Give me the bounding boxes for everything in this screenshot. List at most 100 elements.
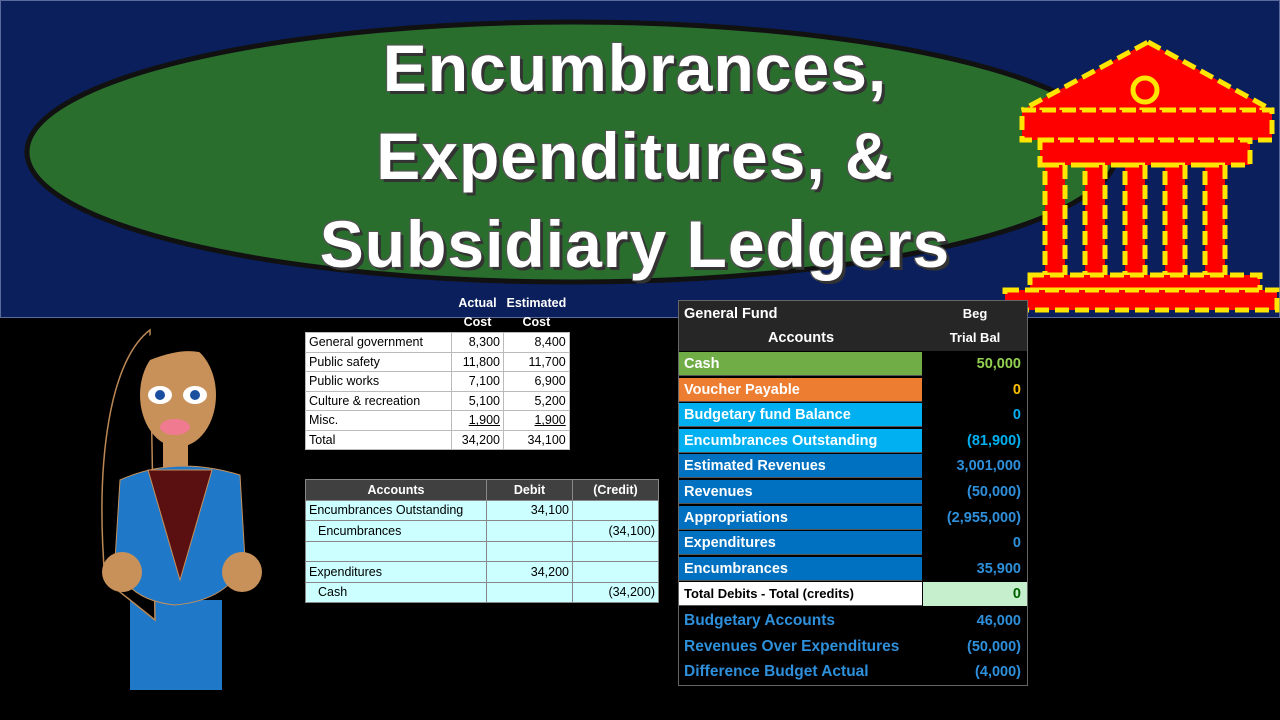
balance-header: Beg	[962, 306, 988, 321]
value-cell: 11,800	[451, 351, 504, 372]
column-header: (Credit)	[572, 479, 659, 501]
account-name: Cash	[679, 352, 922, 376]
value-cell: 7,100	[451, 371, 504, 392]
summary-row: Revenues Over Expenditures (50,000)	[679, 635, 1027, 659]
cost-table: Actual Cost Estimated Cost General governm…	[305, 294, 570, 450]
cell	[305, 540, 487, 562]
presenter-figure	[101, 321, 262, 690]
cell	[486, 540, 573, 562]
account-balance: (81,900)	[966, 432, 1021, 449]
summary-balance: 46,000	[976, 613, 1021, 629]
summary-balance: (4,000)	[975, 664, 1021, 680]
cell: Encumbrances	[305, 520, 487, 542]
ledger-title: General Fund	[684, 306, 778, 322]
label-cell: Misc.	[305, 410, 452, 431]
value-cell: 8,400	[503, 332, 570, 353]
value-cell: 6,900	[503, 371, 570, 392]
cell: Expenditures	[305, 561, 487, 583]
account-name: Expenditures	[679, 531, 922, 556]
account-name: Revenues	[679, 480, 922, 504]
title-line: Encumbrances,	[382, 31, 888, 105]
label-cell: Total	[305, 429, 452, 450]
table-row: Public works 7,100 6,900	[305, 371, 570, 392]
cell: Encumbrances Outstanding	[305, 499, 487, 521]
table-row: Misc. 1,900 1,900	[305, 410, 570, 431]
cell	[572, 499, 659, 521]
cell	[486, 520, 573, 542]
label-cell: Public works	[305, 371, 452, 392]
table-row: Encumbrances (34,100)	[305, 520, 659, 542]
value-cell: 1,900	[503, 410, 570, 431]
cell	[306, 294, 452, 333]
cell: 34,100	[486, 499, 573, 521]
cell	[572, 540, 659, 562]
ledger-row: Voucher Payable 0	[679, 377, 1027, 402]
account-name: Estimated Revenues	[679, 454, 922, 479]
value-cell: 11,700	[503, 351, 570, 372]
table-row: Cash (34,200)	[305, 581, 659, 603]
ledger-row: Encumbrances 35,900	[679, 556, 1027, 581]
table-row: General government 8,300 8,400	[305, 332, 570, 353]
balance-header: Trial Bal	[949, 330, 1001, 345]
header-row: Actual Cost Estimated Cost	[306, 294, 570, 333]
label-cell: Culture & recreation	[305, 390, 452, 411]
table-row: Encumbrances Outstanding 34,100	[305, 499, 659, 521]
value-cell: 5,200	[503, 390, 570, 411]
column-header: Actual Cost	[458, 296, 497, 329]
title-line: Subsidiary Ledgers	[319, 207, 951, 281]
table-row: Total 34,200 34,100	[305, 429, 570, 450]
ledger-row: Encumbrances Outstanding (81,900)	[679, 428, 1027, 453]
account-name: Encumbrances	[679, 556, 922, 581]
title-line: Expenditures, &	[376, 119, 894, 193]
label-cell: Public safety	[305, 351, 452, 372]
journal-table: Accounts Debit (Credit) Encumbrances Outsta…	[305, 479, 659, 603]
summary-balance: (50,000)	[966, 638, 1021, 655]
cell	[486, 581, 573, 603]
summary-row: Budgetary Accounts 46,000	[679, 609, 1027, 633]
table-row: Culture & recreation 5,100 5,200	[305, 390, 570, 411]
ledger-row: Appropriations (2,955,000)	[679, 505, 1027, 530]
total-balance: 0	[923, 582, 1027, 607]
header-row: Accounts Debit (Credit)	[305, 479, 659, 501]
summary-name: Difference Budget Actual	[684, 663, 869, 680]
column-header: Accounts	[305, 479, 487, 501]
accounts-header: Accounts	[767, 330, 835, 346]
account-balance: 0	[1012, 535, 1021, 552]
cell: Cash	[305, 581, 487, 603]
bank-icon	[1002, 39, 1280, 313]
table-row: Expenditures 34,200	[305, 561, 659, 583]
value-cell: 34,200	[451, 429, 504, 450]
ledger: General Fund Accounts Beg Trial Bal Cash 50,0…	[678, 300, 1028, 686]
account-balance: 3,001,000	[956, 458, 1021, 475]
column-header: Debit	[486, 479, 573, 501]
ledger-header: General Fund Accounts Beg Trial Bal	[679, 301, 1027, 351]
value-cell: 8,300	[451, 332, 504, 353]
ledger-row: Revenues (50,000)	[679, 480, 1027, 504]
column-header: Estimated Cost	[506, 296, 567, 329]
ledger-row: Expenditures 0	[679, 531, 1027, 556]
total-name: Total Debits - Total (credits)	[679, 582, 922, 607]
cell: (34,200)	[572, 581, 659, 603]
account-balance: 0	[1012, 381, 1021, 398]
account-balance: 35,900	[976, 560, 1021, 577]
account-balance: (2,955,000)	[946, 509, 1021, 526]
ledger-row: Budgetary fund Balance 0	[679, 403, 1027, 428]
account-name: Encumbrances Outstanding	[679, 428, 922, 453]
account-balance: (50,000)	[966, 484, 1021, 500]
value-cell: 5,100	[451, 390, 504, 411]
ledger-row: Cash 50,000	[679, 352, 1027, 376]
cell: (34,100)	[572, 520, 659, 542]
account-name: Appropriations	[679, 505, 922, 530]
summary-row: Difference Budget Actual (4,000)	[679, 660, 1027, 684]
cell: 34,200	[486, 561, 573, 583]
summary-name: Revenues Over Expenditures	[684, 637, 900, 655]
account-name: Voucher Payable	[679, 377, 922, 402]
value-cell: 34,100	[503, 429, 570, 450]
account-name: Budgetary fund Balance	[679, 403, 922, 428]
ledger-row: Estimated Revenues 3,001,000	[679, 454, 1027, 479]
value-cell: 1,900	[451, 410, 504, 431]
summary-name: Budgetary Accounts	[684, 612, 836, 629]
cell	[572, 561, 659, 583]
